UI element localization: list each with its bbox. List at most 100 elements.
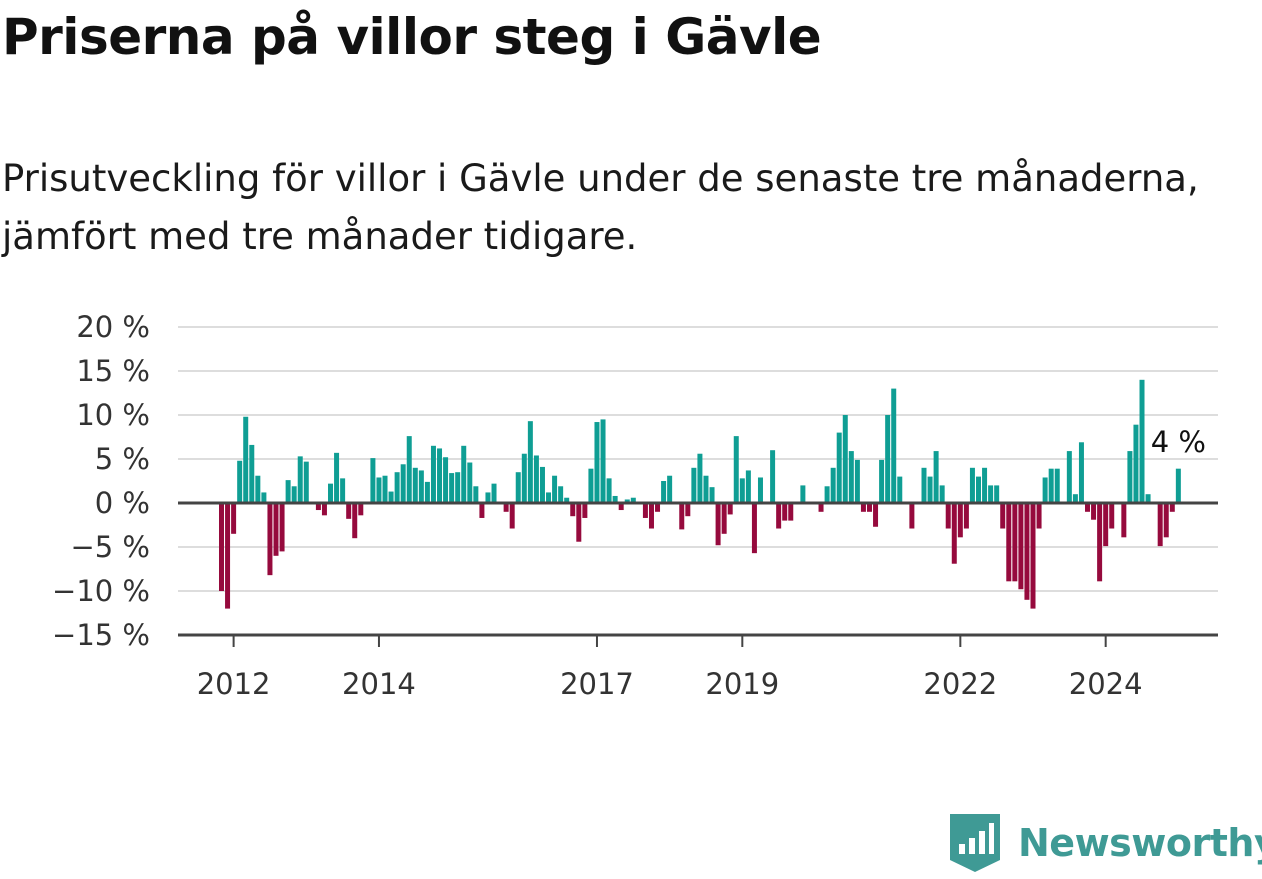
bar [679,503,685,530]
y-tick-label: 10 % [76,398,150,432]
bar [237,460,243,503]
bar [873,503,879,527]
x-tick-label: 2024 [1069,667,1143,701]
bar [382,475,388,503]
bar [455,472,461,503]
bar [334,452,340,503]
bar [866,503,872,512]
newsworthy-brand: Newsworthy [950,814,1262,872]
y-tick-label: 20 % [76,310,150,344]
bar [818,503,824,512]
bar [951,503,957,564]
bar [291,486,297,503]
bar [824,486,830,503]
bar [261,492,267,503]
bar [1139,379,1145,503]
bar [600,419,606,503]
bar [891,388,897,503]
bar [1072,494,1078,503]
bar [1169,503,1175,512]
bar [848,451,854,503]
y-tick-label: −15 % [52,618,150,652]
bar [297,456,303,503]
bar [412,467,418,503]
bar [430,445,436,503]
bar [800,485,806,503]
bar [564,497,570,503]
bar [1157,503,1163,547]
bar [1097,503,1103,582]
bar [939,485,945,503]
bar [225,503,231,609]
bar [988,485,994,503]
bar [552,475,558,503]
bar [642,503,648,518]
bar [648,503,654,529]
bar [328,483,334,503]
page-title: Priserna på villor steg i Gävle [2,8,822,66]
bar [618,503,624,511]
bar [854,459,860,503]
bar [219,503,224,591]
bar [1133,424,1139,503]
bar [473,486,479,503]
bar [503,503,509,512]
bar [830,467,836,503]
bar [273,503,279,556]
bar [703,475,709,503]
bar [612,495,618,503]
bar [582,503,588,518]
bar [1036,503,1042,529]
newsworthy-logo-icon [950,814,1000,872]
bar [521,453,527,503]
bar [285,480,291,503]
bar [485,492,491,503]
bar [400,464,406,503]
x-tick-label: 2022 [923,667,997,701]
bar [1042,477,1048,503]
x-tick-label: 2019 [705,667,779,701]
axes [178,501,1218,647]
bar [879,459,885,503]
bar [1127,451,1133,503]
bar [1018,503,1024,590]
bar [709,487,715,503]
bar [267,503,273,576]
bar [449,473,455,503]
bar [467,462,473,503]
bar [340,478,346,503]
bar [1054,468,1060,503]
bar [424,481,430,503]
bar [1024,503,1030,600]
bar [303,461,309,503]
bar [1000,503,1006,529]
bar [443,457,449,503]
bar [249,444,255,503]
bar [745,470,751,503]
y-tick-label: 15 % [76,354,150,388]
bar [1175,468,1181,503]
bar [370,458,376,503]
y-tick-label: 0 % [95,486,150,520]
bar [243,416,249,503]
bar [388,491,394,503]
y-tick-label: 5 % [95,442,150,476]
page-subtitle: Prisutveckling för villor i Gävle under … [2,157,1199,258]
brand-name: Newsworthy [1018,821,1262,865]
bar [539,466,545,503]
bar [358,503,364,516]
bar [406,436,412,503]
bar [1163,503,1169,538]
bar [697,453,703,503]
bar [352,503,358,539]
bar [1066,451,1072,503]
bar [945,503,951,529]
bar [885,415,891,503]
bar [782,503,788,521]
bar [437,448,443,503]
bar [969,467,975,503]
bar [739,478,745,503]
x-tick-label: 2012 [197,667,271,701]
bar [1012,503,1018,582]
